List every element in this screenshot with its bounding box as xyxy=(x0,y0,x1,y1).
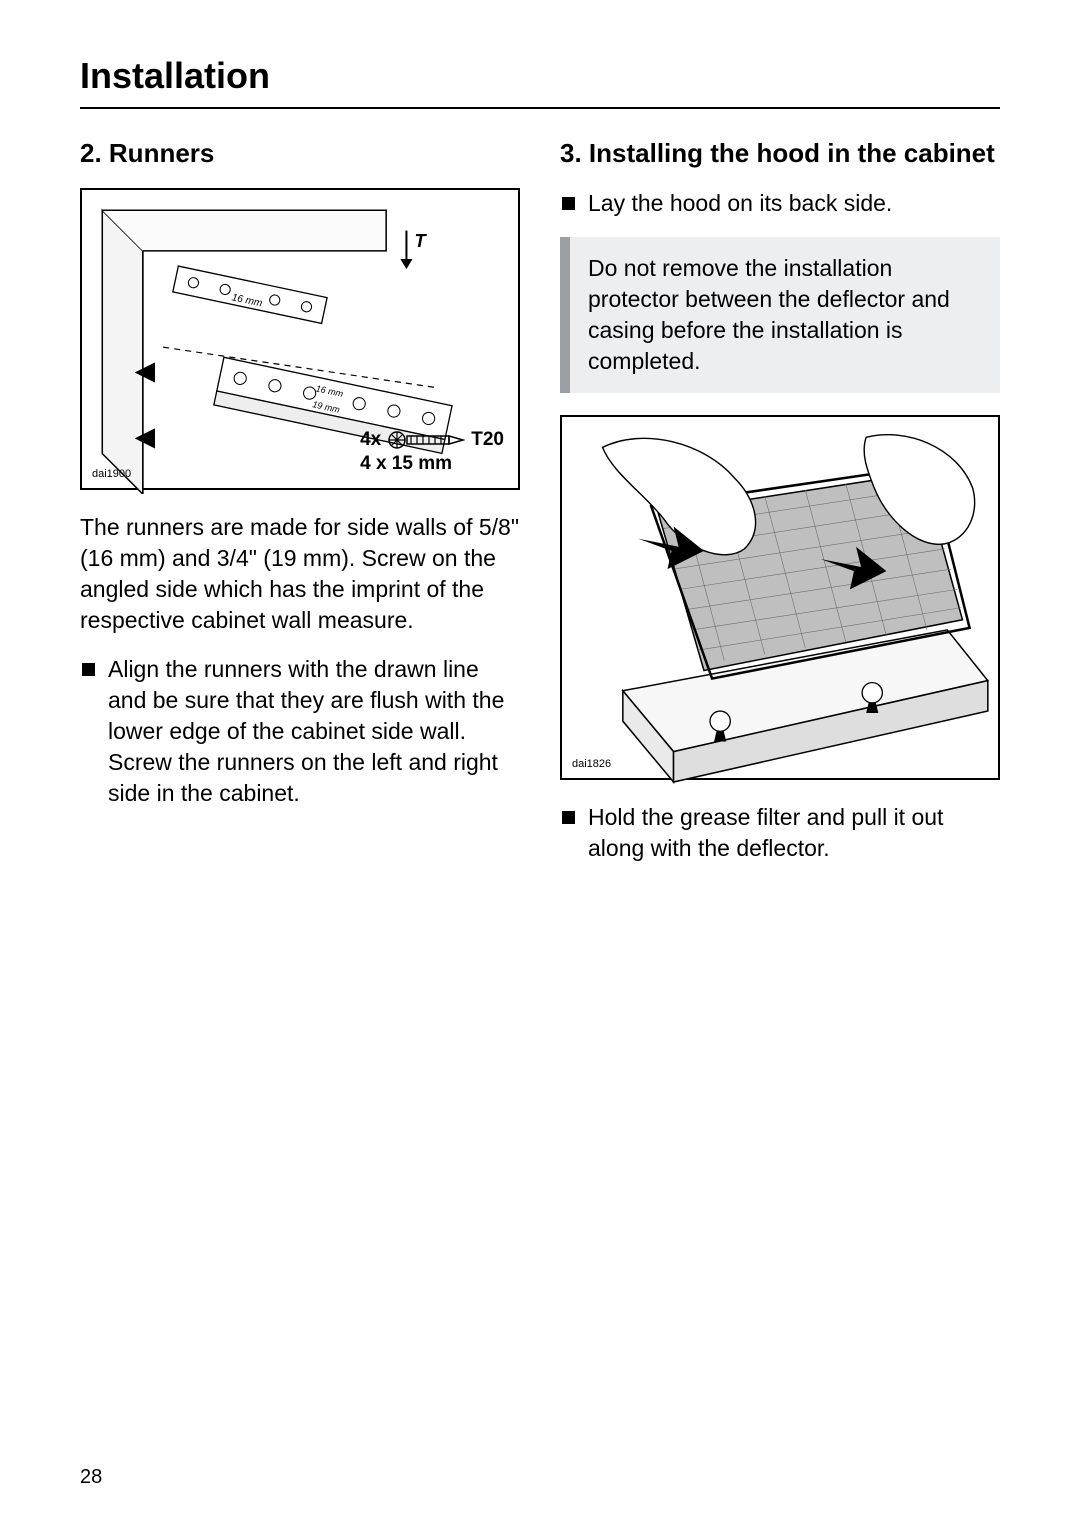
figure-screw-spec: 4x T20 4 x 15 mm xyxy=(360,428,504,476)
hood-illustration xyxy=(562,417,998,787)
section-heading-installing: 3. Installing the hood in the cabinet xyxy=(560,137,1000,170)
installing-steps-top: Lay the hood on its back side. xyxy=(560,188,1000,219)
page-title: Installation xyxy=(80,55,1000,109)
left-column: 2. Runners 16 mm xyxy=(80,137,520,882)
screw-size: 4 x 15 mm xyxy=(360,452,504,476)
right-column: 3. Installing the hood in the cabinet La… xyxy=(560,137,1000,882)
screw-type: T20 xyxy=(471,428,504,452)
page-number: 28 xyxy=(80,1466,102,1489)
warning-callout: Do not remove the installation protector… xyxy=(560,237,1000,393)
figure-runners: 16 mm 16 mm 19 mm xyxy=(80,188,520,490)
figure-label: dai1826 xyxy=(572,758,611,770)
runners-description: The runners are made for side walls of 5… xyxy=(80,512,520,636)
installing-step-lay: Lay the hood on its back side. xyxy=(560,188,1000,219)
screw-count: 4x xyxy=(360,428,381,452)
section-heading-runners: 2. Runners xyxy=(80,137,520,170)
screw-icon xyxy=(387,430,465,450)
two-column-layout: 2. Runners 16 mm xyxy=(80,137,1000,882)
runners-step-1: Align the runners with the drawn line an… xyxy=(80,654,520,809)
figure-hood: dai1826 xyxy=(560,415,1000,780)
installing-steps-bottom: Hold the grease filter and pull it out a… xyxy=(560,802,1000,864)
svg-text:T: T xyxy=(415,229,428,250)
installing-step-pull: Hold the grease filter and pull it out a… xyxy=(560,802,1000,864)
figure-label: dai1900 xyxy=(92,468,131,480)
runners-steps: Align the runners with the drawn line an… xyxy=(80,654,520,809)
